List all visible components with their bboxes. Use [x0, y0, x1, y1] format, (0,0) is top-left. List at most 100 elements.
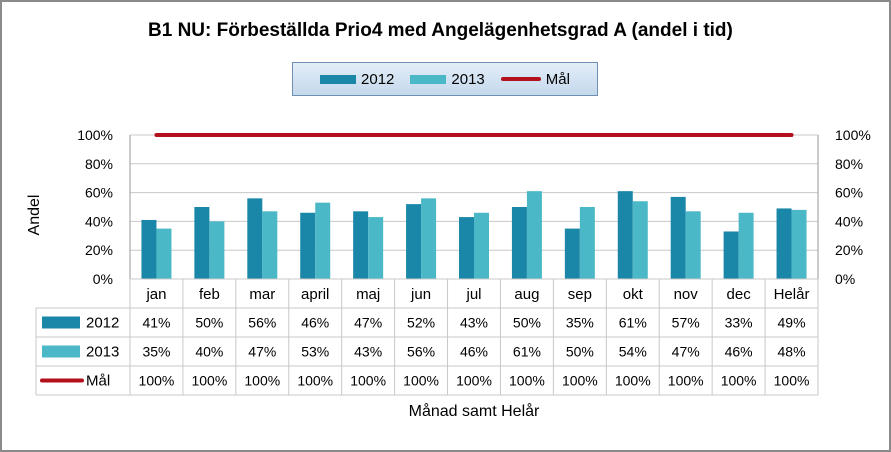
table-cell: 100% — [721, 373, 757, 389]
table-cell: 100% — [191, 373, 227, 389]
y-tick-label-right: 100% — [835, 127, 871, 143]
legend-line-mal — [500, 77, 541, 81]
table-cell: 100% — [297, 373, 333, 389]
bar-2013-Helår — [791, 209, 807, 279]
bar-2013-jan — [156, 228, 172, 279]
legend-item-2013: 2013 — [410, 70, 485, 88]
table-cell: 100% — [244, 373, 280, 389]
table-cell: 35% — [566, 315, 594, 331]
bar-2013-maj — [368, 217, 384, 279]
bar-2012-okt — [617, 191, 633, 279]
bar-2012-maj — [353, 211, 369, 279]
legend-swatch-2013 — [410, 74, 447, 84]
y-tick-label-right: 0% — [835, 271, 855, 287]
table-cell: 47% — [672, 344, 700, 360]
legend-label-2012: 2012 — [361, 70, 395, 88]
legend-item-mal: Mål — [500, 70, 570, 88]
bar-2012-Helår — [776, 208, 792, 279]
bar-2012-nov — [670, 196, 686, 279]
x-tick-label-nov: nov — [674, 286, 699, 303]
legend-label-2013: 2013 — [451, 70, 485, 88]
x-tick-label-dec: dec — [727, 286, 752, 303]
table-cell: 100% — [139, 373, 175, 389]
bar-2013-nov — [685, 211, 701, 279]
table-cell: 57% — [672, 315, 700, 331]
table-cell: 50% — [195, 315, 223, 331]
bar-2012-mar — [247, 198, 263, 279]
x-tick-label-Helår: Helår — [774, 286, 810, 303]
y-axis-title: Andel — [26, 194, 43, 236]
table-cell: 46% — [301, 315, 329, 331]
table-cell: 46% — [460, 344, 488, 360]
table-cell: 49% — [778, 315, 806, 331]
bar-2013-dec — [738, 212, 754, 279]
y-tick-label-right: 20% — [835, 242, 863, 258]
bar-2012-april — [300, 212, 316, 279]
table-row-label-Mål: Mål — [86, 373, 110, 390]
bar-2013-okt — [632, 201, 648, 279]
table-cell: 56% — [248, 315, 276, 331]
y-tick-label-right: 80% — [835, 156, 863, 172]
table-cell: 100% — [403, 373, 439, 389]
y-tick-label-left: 0% — [93, 271, 113, 287]
table-cell: 35% — [142, 344, 170, 360]
y-tick-label-left: 40% — [85, 213, 113, 229]
legend-swatch-2012 — [320, 74, 357, 84]
table-legend-swatch-2013 — [42, 345, 80, 358]
table-cell: 50% — [566, 344, 594, 360]
bar-2012-jul — [459, 217, 474, 279]
legend-label-mal: Mål — [545, 70, 570, 88]
legend-item-2012: 2012 — [320, 71, 394, 88]
bar-2013-april — [315, 202, 331, 279]
table-cell: 52% — [407, 315, 435, 331]
x-tick-label-jul: jul — [465, 286, 481, 303]
table-row-label-2012: 2012 — [86, 315, 119, 332]
x-tick-label-okt: okt — [623, 286, 644, 303]
table-cell: 100% — [615, 373, 651, 389]
bar-2013-jul — [474, 212, 489, 279]
chart-title: B1 NU: Förbeställda Prio4 med Angelägenh… — [148, 20, 733, 41]
table-cell: 47% — [248, 344, 276, 360]
x-tick-label-jan: jan — [145, 286, 166, 303]
table-cell: 54% — [619, 344, 647, 360]
x-tick-label-jun: jun — [410, 286, 431, 303]
x-tick-label-mar: mar — [249, 286, 275, 303]
table-cell: 100% — [774, 373, 810, 389]
table-cell: 53% — [301, 344, 329, 360]
x-axis-title: Månad samt Helår — [408, 403, 540, 420]
table-cell: 61% — [619, 315, 647, 331]
table-cell: 61% — [513, 344, 541, 360]
table-cell: 43% — [460, 315, 488, 331]
bar-2013-feb — [209, 221, 225, 279]
table-cell: 100% — [562, 373, 598, 389]
table-cell: 100% — [350, 373, 386, 389]
x-tick-label-maj: maj — [356, 286, 380, 303]
table-cell: 33% — [725, 315, 753, 331]
bar-2013-mar — [262, 211, 278, 279]
table-cell: 41% — [142, 315, 170, 331]
y-tick-label-left: 20% — [85, 242, 113, 258]
x-tick-label-sep: sep — [568, 286, 592, 303]
bar-2012-jan — [141, 219, 157, 279]
bar-2012-aug — [511, 207, 527, 279]
bar-2013-jun — [421, 198, 437, 279]
table-cell: 100% — [668, 373, 704, 389]
bar-2012-feb — [194, 207, 210, 279]
table-cell: 43% — [354, 344, 382, 360]
bar-2013-sep — [579, 207, 595, 279]
table-cell: 47% — [354, 315, 382, 331]
y-tick-label-left: 80% — [85, 156, 113, 172]
table-legend-swatch-2012 — [42, 316, 80, 329]
table-cell: 56% — [407, 344, 435, 360]
legend: 2012 2013 Mål — [292, 62, 598, 96]
y-tick-label-left: 60% — [85, 185, 113, 201]
y-tick-label-right: 40% — [835, 213, 863, 229]
bar-2012-sep — [564, 228, 580, 279]
bar-2013-aug — [526, 191, 542, 279]
table-cell: 50% — [513, 315, 541, 331]
table-cell: 46% — [725, 344, 753, 360]
table-cell: 40% — [195, 344, 223, 360]
table-cell: 100% — [456, 373, 492, 389]
table-cell: 48% — [778, 344, 806, 360]
